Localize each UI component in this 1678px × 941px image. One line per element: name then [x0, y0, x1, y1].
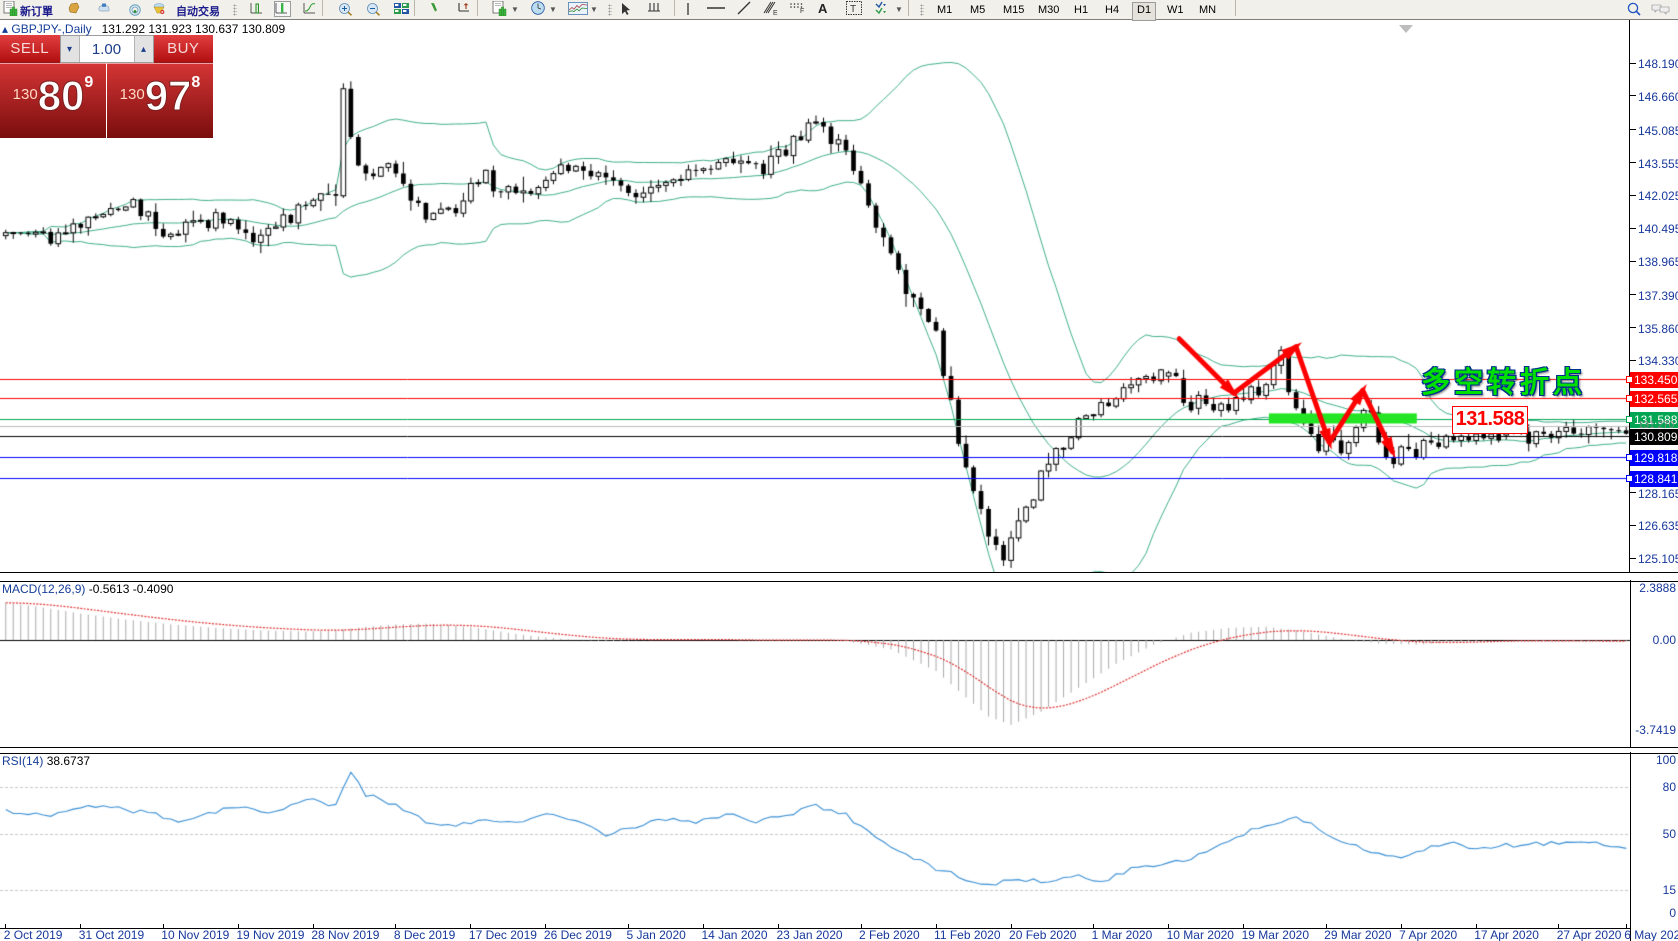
svg-text:T: T	[850, 4, 856, 15]
svg-text:E: E	[773, 10, 778, 16]
svg-text:F: F	[800, 8, 804, 13]
